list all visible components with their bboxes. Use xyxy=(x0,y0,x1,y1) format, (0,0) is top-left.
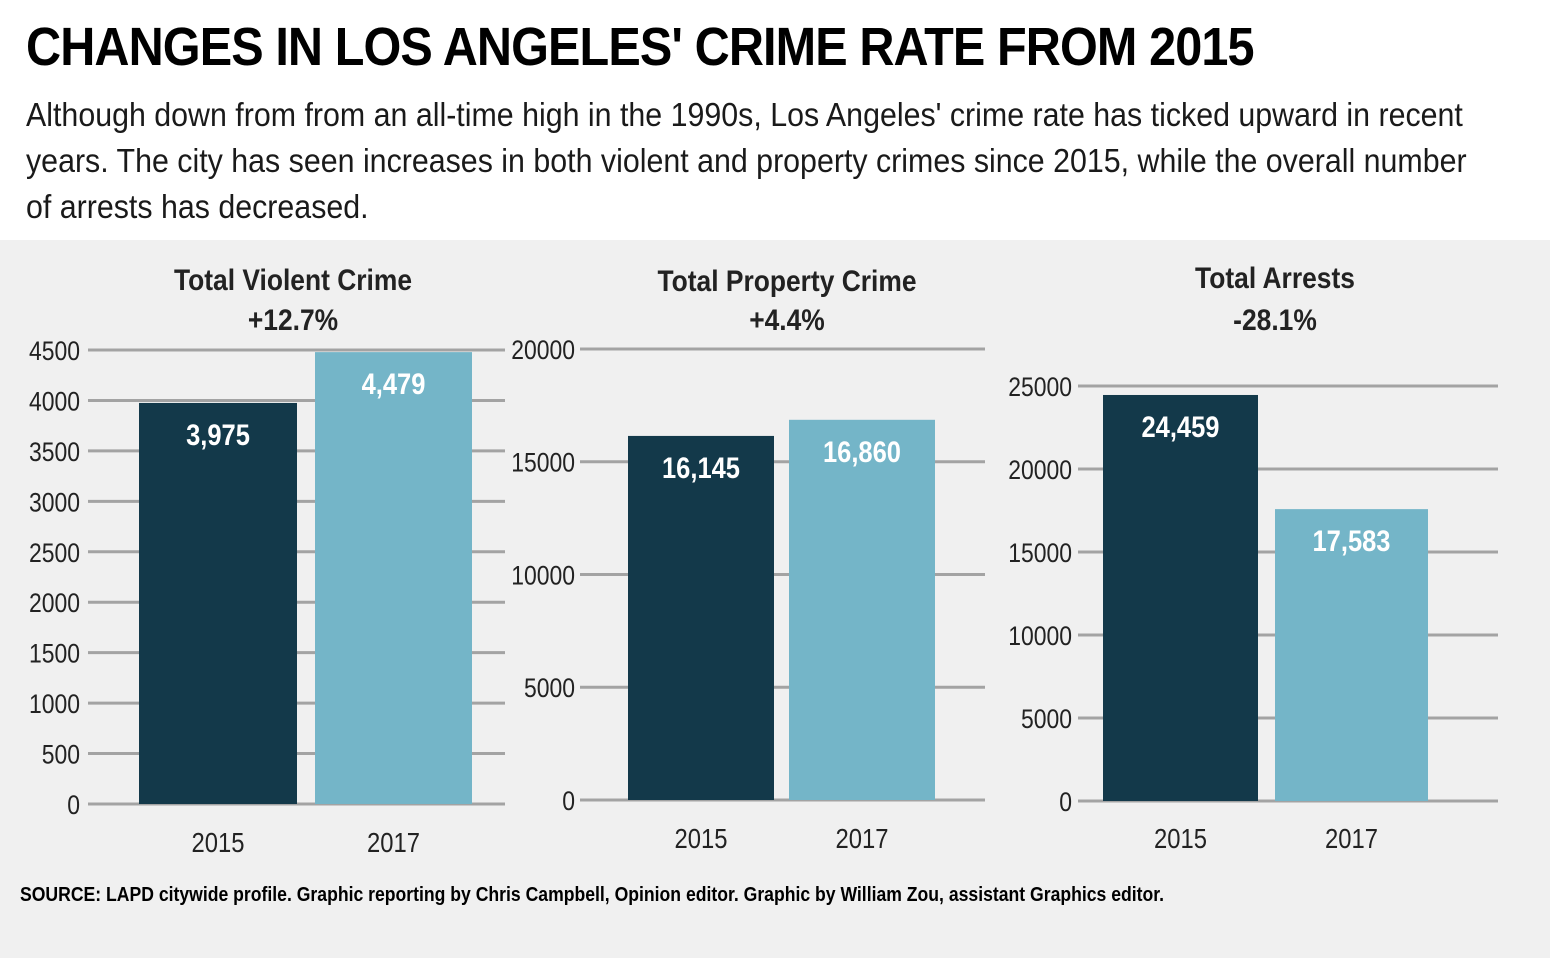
y-tick-label: 2500 xyxy=(29,538,80,568)
x-category-label: 2015 xyxy=(192,826,245,858)
x-category-label: 2017 xyxy=(836,822,889,854)
page-subtitle: Although down from from an all-time high… xyxy=(26,96,1467,225)
bar-2015 xyxy=(628,435,774,800)
y-tick-label: 15000 xyxy=(511,448,575,478)
x-category-label: 2015 xyxy=(1154,822,1207,854)
bar-2015 xyxy=(1103,394,1258,801)
y-tick-label: 0 xyxy=(1059,787,1072,817)
y-tick-label: 5000 xyxy=(1021,704,1072,734)
source-credit: SOURCE: LAPD citywide profile. Graphic r… xyxy=(20,884,1165,906)
y-tick-label: 3000 xyxy=(29,488,80,518)
y-tick-label: 20000 xyxy=(511,335,575,365)
x-category-label: 2017 xyxy=(367,826,420,858)
bar-value-label: 17,583 xyxy=(1313,524,1391,557)
bar-2017 xyxy=(315,352,472,804)
page-title: CHANGES IN LOS ANGELES' CRIME RATE FROM … xyxy=(26,17,1255,77)
y-tick-label: 0 xyxy=(562,786,575,816)
bar-value-label: 16,145 xyxy=(662,451,740,484)
x-category-label: 2015 xyxy=(675,822,728,854)
chart-title: Total Arrests xyxy=(1195,260,1355,294)
chart-change-percent: +4.4% xyxy=(749,302,825,336)
bar-value-label: 4,479 xyxy=(362,367,426,400)
y-tick-label: 1000 xyxy=(29,689,80,719)
bar-value-label: 3,975 xyxy=(186,418,250,451)
y-tick-label: 5000 xyxy=(524,674,575,704)
y-tick-label: 15000 xyxy=(1008,538,1072,568)
bar-2015 xyxy=(139,402,297,804)
bar-value-label: 24,459 xyxy=(1142,410,1220,443)
y-tick-label: 2000 xyxy=(29,589,80,619)
y-tick-label: 10000 xyxy=(511,561,575,591)
y-tick-label: 25000 xyxy=(1008,372,1072,402)
y-tick-label: 4000 xyxy=(29,387,80,417)
chart-title: Total Violent Crime xyxy=(174,262,412,296)
x-category-label: 2017 xyxy=(1325,822,1378,854)
y-tick-label: 4500 xyxy=(29,336,80,366)
y-tick-label: 500 xyxy=(42,740,80,770)
bar-value-label: 16,860 xyxy=(823,435,901,468)
chart-title: Total Property Crime xyxy=(657,263,916,297)
chart-change-percent: -28.1% xyxy=(1233,302,1317,336)
bar-2017 xyxy=(1275,509,1428,801)
y-tick-label: 10000 xyxy=(1008,621,1072,651)
chart-change-percent: +12.7% xyxy=(248,302,338,336)
y-tick-label: 0 xyxy=(67,790,80,820)
bar-2017 xyxy=(789,419,935,800)
y-tick-label: 3500 xyxy=(29,437,80,467)
y-tick-label: 20000 xyxy=(1008,455,1072,485)
y-tick-label: 1500 xyxy=(29,639,80,669)
